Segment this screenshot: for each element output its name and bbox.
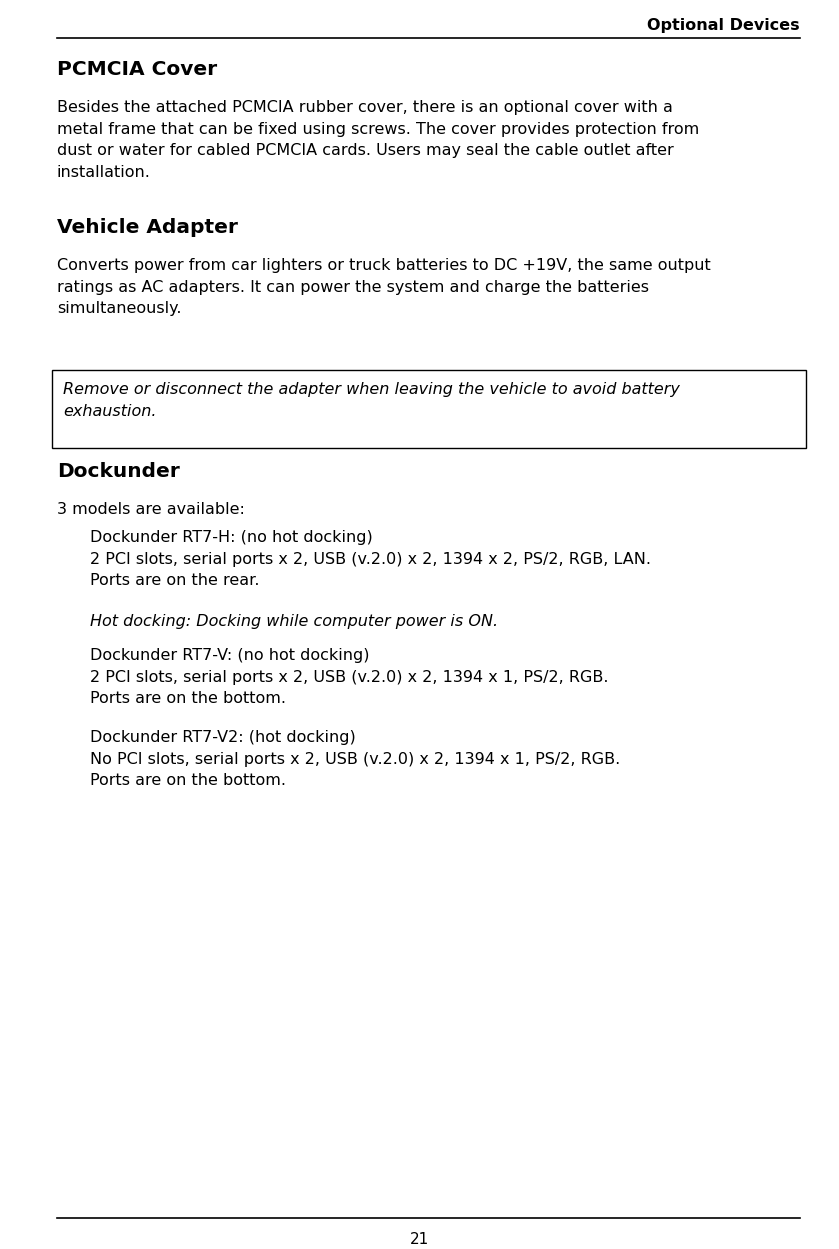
Text: Hot docking: Docking while computer power is ON.: Hot docking: Docking while computer powe… — [90, 615, 498, 629]
Text: Optional Devices: Optional Devices — [648, 17, 800, 32]
Text: 21: 21 — [410, 1232, 429, 1247]
Text: Remove or disconnect the adapter when leaving the vehicle to avoid battery
exhau: Remove or disconnect the adapter when le… — [63, 382, 680, 418]
Text: Dockunder RT7-H: (no hot docking)
2 PCI slots, serial ports x 2, USB (v.2.0) x 2: Dockunder RT7-H: (no hot docking) 2 PCI … — [90, 530, 651, 588]
Text: Converts power from car lighters or truck batteries to DC +19V, the same output
: Converts power from car lighters or truc… — [57, 259, 711, 316]
Text: Dockunder RT7-V2: (hot docking)
No PCI slots, serial ports x 2, USB (v.2.0) x 2,: Dockunder RT7-V2: (hot docking) No PCI s… — [90, 729, 620, 788]
Text: Besides the attached PCMCIA rubber cover, there is an optional cover with a
meta: Besides the attached PCMCIA rubber cover… — [57, 100, 699, 180]
Text: PCMCIA Cover: PCMCIA Cover — [57, 60, 217, 79]
Bar — [52, 370, 806, 448]
Text: 3 models are available:: 3 models are available: — [57, 502, 245, 517]
Text: Dockunder RT7-V: (no hot docking)
2 PCI slots, serial ports x 2, USB (v.2.0) x 2: Dockunder RT7-V: (no hot docking) 2 PCI … — [90, 648, 608, 706]
Text: Dockunder: Dockunder — [57, 462, 180, 481]
Text: Vehicle Adapter: Vehicle Adapter — [57, 219, 238, 237]
